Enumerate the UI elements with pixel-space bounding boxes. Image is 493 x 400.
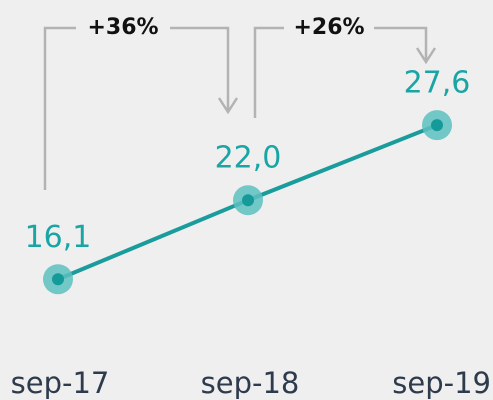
bracket	[374, 26, 428, 60]
bracket	[43, 26, 76, 190]
x-tick-label: sep-17	[11, 366, 110, 400]
point	[431, 119, 443, 132]
x-tick-label: sep-18	[201, 366, 300, 400]
data-label: 22,0	[215, 141, 282, 176]
bracket	[170, 26, 230, 110]
point	[242, 194, 254, 207]
data-label: 16,1	[25, 220, 92, 255]
bracket	[253, 26, 284, 118]
data-label: 27,6	[404, 66, 471, 101]
arrowhead	[217, 97, 239, 115]
annotation: +36%	[87, 15, 158, 40]
point	[52, 273, 64, 286]
annotation: +26%	[293, 15, 364, 40]
arrowhead	[415, 47, 437, 65]
x-tick-label: sep-19	[392, 366, 491, 400]
